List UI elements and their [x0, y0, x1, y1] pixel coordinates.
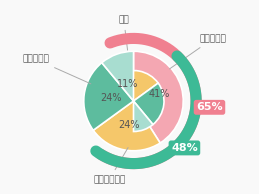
Text: 男女共に原因: 男女共に原因	[93, 148, 128, 184]
Text: 24%: 24%	[118, 120, 140, 130]
Text: 不明: 不明	[119, 16, 129, 50]
Text: 男性に原因: 男性に原因	[22, 55, 91, 84]
Wedge shape	[103, 51, 183, 143]
Text: 24%: 24%	[100, 93, 122, 103]
Text: 女性に原因: 女性に原因	[169, 34, 226, 69]
Text: 11%: 11%	[117, 79, 138, 89]
Wedge shape	[102, 51, 153, 132]
Wedge shape	[93, 70, 160, 151]
Text: 48%: 48%	[171, 143, 198, 153]
Text: 65%: 65%	[196, 102, 223, 112]
Text: 41%: 41%	[148, 89, 170, 99]
Wedge shape	[84, 63, 164, 130]
